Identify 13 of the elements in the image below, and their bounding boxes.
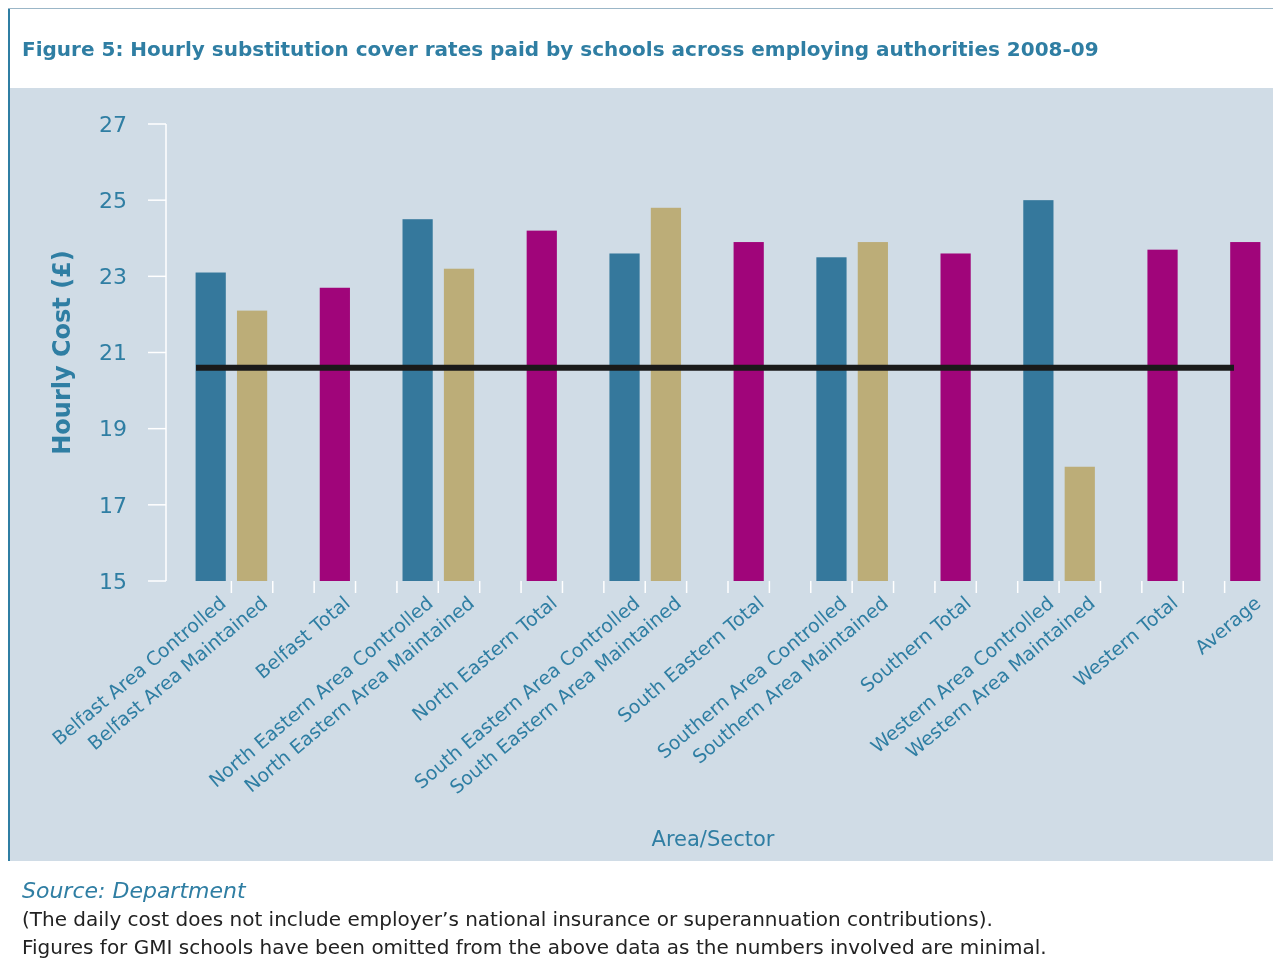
text: (The daily cost does not include employer’s national insurance or superannuation contributions). [22,907,993,931]
y-tick-label: 15 [99,568,127,594]
chart-title: Figure 5: Hourly substitution cover rates paid by schools across employing authorities 2008-09 [22,37,1099,61]
y-tick-label: 23 [99,264,127,290]
text: Figures for GMI schools have been omitted from the above data as the numbers involved are minimal. [22,935,1047,959]
y-tick-label: 27 [99,111,127,137]
x-axis-title: Area/Sector [651,827,775,851]
y-tick-label: 19 [99,416,127,442]
y-axis-title: Hourly Cost (£) [48,250,76,455]
y-tick-label: 17 [99,492,127,518]
y-tick-label: 25 [99,187,127,213]
source-note: Source: Department [22,878,247,903]
y-tick-label: 21 [99,340,127,366]
